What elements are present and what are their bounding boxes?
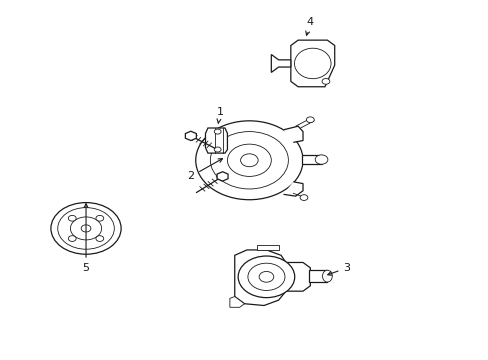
Circle shape — [259, 271, 273, 282]
Ellipse shape — [322, 270, 331, 282]
Polygon shape — [309, 270, 327, 282]
Circle shape — [68, 236, 76, 242]
Circle shape — [68, 215, 76, 221]
Polygon shape — [185, 131, 196, 140]
Polygon shape — [234, 250, 310, 306]
Text: 1: 1 — [216, 107, 223, 123]
Text: 4: 4 — [305, 17, 313, 35]
Polygon shape — [283, 182, 303, 196]
Ellipse shape — [294, 48, 330, 79]
Polygon shape — [205, 128, 227, 153]
Circle shape — [51, 203, 121, 254]
Circle shape — [322, 78, 329, 84]
Text: 2: 2 — [187, 159, 222, 181]
Text: 3: 3 — [327, 263, 350, 275]
Polygon shape — [290, 40, 334, 87]
Polygon shape — [302, 155, 321, 164]
Polygon shape — [271, 54, 290, 72]
Circle shape — [238, 256, 294, 298]
Circle shape — [81, 225, 91, 232]
Circle shape — [300, 195, 307, 201]
Circle shape — [214, 129, 221, 134]
Polygon shape — [217, 172, 227, 181]
Polygon shape — [283, 126, 303, 142]
Circle shape — [214, 147, 221, 152]
Polygon shape — [229, 297, 244, 307]
Circle shape — [306, 117, 314, 123]
Circle shape — [96, 236, 103, 242]
Text: 5: 5 — [82, 204, 89, 273]
Circle shape — [315, 155, 327, 164]
Polygon shape — [256, 244, 278, 250]
Circle shape — [195, 121, 303, 200]
Circle shape — [240, 154, 258, 167]
Circle shape — [96, 215, 103, 221]
